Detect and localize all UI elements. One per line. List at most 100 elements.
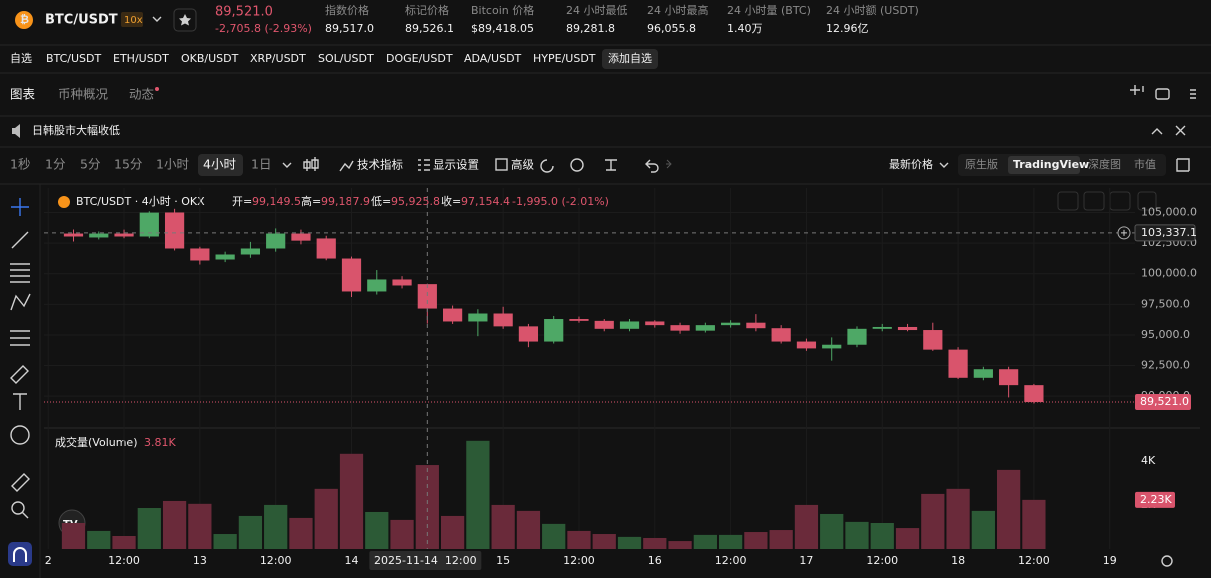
candle-body <box>114 233 134 237</box>
last-volume-tag <box>1135 491 1175 508</box>
volume-legend-value: 3.81K <box>144 436 176 449</box>
interval[interactable]: 1日 <box>251 157 271 172</box>
stat-label: 24 小时最高 <box>647 3 709 17</box>
favorite[interactable]: ADA/USDT <box>464 52 522 65</box>
volume-bar <box>921 493 945 549</box>
volume-bar <box>516 510 541 549</box>
crosshair-tool[interactable] <box>11 198 29 216</box>
collapse-icon[interactable] <box>1151 128 1163 135</box>
interval[interactable]: 1分 <box>45 157 65 172</box>
zoom-tool[interactable] <box>11 501 25 515</box>
view[interactable]: 市值 <box>1134 157 1156 171</box>
tab[interactable]: 动态 <box>129 87 154 102</box>
y-tick-label: 100,000.0 <box>1141 267 1197 280</box>
fullscreen-icon[interactable] <box>1176 158 1190 172</box>
tab[interactable]: 币种概况 <box>58 87 109 102</box>
stat-value: 89,517.0 <box>325 22 374 35</box>
candle-body <box>1024 385 1044 403</box>
candle-body <box>594 320 614 329</box>
legend-value: 95,925.8 <box>391 195 440 208</box>
candle-body <box>771 328 791 342</box>
display-icon <box>418 159 430 171</box>
chart: BTC/USDT · 4小时 · OKX 开= 99,149.5 高= 99,187.… <box>44 188 1200 570</box>
favorite[interactable]: OKB/USDT <box>181 52 239 65</box>
tab[interactable]: 图表 <box>10 87 36 102</box>
pane-button[interactable] <box>1057 191 1079 211</box>
pane-button[interactable] <box>1083 191 1105 211</box>
y-tick-label: 95,000.0 <box>1141 328 1190 341</box>
zoom-handle <box>21 511 29 519</box>
volume-bar <box>693 534 717 549</box>
candle-body <box>367 279 387 292</box>
favorite[interactable]: BTC/USDT <box>46 52 102 65</box>
fib-tool[interactable] <box>10 330 30 346</box>
x-tick-label: 19 <box>1103 554 1117 567</box>
x-tick-label: 12:00 <box>1018 554 1050 567</box>
volume-bar <box>162 500 187 549</box>
settings-icon[interactable] <box>570 158 584 172</box>
interval[interactable]: 15分 <box>114 157 142 172</box>
add-favorite[interactable]: 添加自选 <box>608 51 652 65</box>
emoji-tool[interactable] <box>10 425 30 445</box>
price-mode[interactable]: 最新价格 <box>889 157 933 171</box>
interval[interactable]: 4小时 <box>203 157 236 172</box>
favorite[interactable]: XRP/USDT <box>250 52 306 65</box>
last-volume-label: 2.23K <box>1140 493 1172 506</box>
volume-bar <box>188 503 212 549</box>
favorite[interactable]: HYPE/USDT <box>533 52 596 65</box>
line-tool[interactable] <box>11 231 29 249</box>
axis-settings[interactable] <box>1161 555 1173 567</box>
text-tool[interactable] <box>13 393 27 410</box>
interval[interactable]: 1小时 <box>156 157 189 172</box>
pattern-tool[interactable] <box>10 293 31 311</box>
last-price-tag <box>1135 394 1191 411</box>
layout-icon[interactable] <box>1155 88 1170 100</box>
favorite[interactable]: ETH/USDT <box>113 52 169 65</box>
price-mode-chevron[interactable] <box>939 162 949 168</box>
brush-tool[interactable] <box>10 365 29 384</box>
favorite[interactable]: DOGE/USDT <box>386 52 453 65</box>
candle-body <box>266 233 286 249</box>
symbol-chevron[interactable] <box>152 16 162 22</box>
undo-icon[interactable] <box>645 159 659 173</box>
volume-bar <box>289 517 313 549</box>
symbol[interactable]: BTC/USDT <box>45 13 118 28</box>
tool-icon[interactable] <box>540 159 554 173</box>
ruler-tool[interactable] <box>11 473 30 492</box>
candle-body <box>872 326 892 329</box>
pane-button[interactable] <box>1137 191 1157 211</box>
candle-body <box>215 254 235 260</box>
redo-icon[interactable] <box>666 159 672 169</box>
advanced[interactable]: 高级 <box>511 158 534 172</box>
channel-tool[interactable] <box>10 263 30 283</box>
display-settings[interactable]: 显示设置 <box>433 158 479 172</box>
last-price-label: 89,521.0 <box>1140 395 1189 408</box>
interval[interactable]: 5分 <box>80 157 100 172</box>
magnet-tool[interactable] <box>8 542 32 566</box>
menu-icon[interactable] <box>1190 89 1196 99</box>
close-icon[interactable] <box>1175 125 1186 136</box>
volume-name: 成交量(Volume) <box>55 435 138 449</box>
view[interactable]: 深度图 <box>1088 157 1121 171</box>
view[interactable]: TradingView <box>1013 158 1089 171</box>
crosshair-x-label: 2025-11-14 12:00 <box>374 554 477 567</box>
view[interactable]: 原生版 <box>965 157 998 171</box>
volume-bar <box>314 488 338 549</box>
template-icon[interactable] <box>605 159 617 171</box>
interval[interactable]: 1秒 <box>10 157 30 172</box>
volume-bar <box>87 530 111 549</box>
favorite[interactable]: SOL/USDT <box>318 52 374 65</box>
y-tick-label: 97,500.0 <box>1141 297 1190 310</box>
candle-type-icon[interactable] <box>303 157 319 171</box>
interval-chevron[interactable] <box>282 162 292 168</box>
crosshair-y-tag <box>1134 224 1196 242</box>
alert-icon[interactable] <box>1130 85 1144 95</box>
add-favorite-button[interactable] <box>602 49 658 69</box>
x-tick-label: 13 <box>193 554 207 567</box>
favorite[interactable]: 自选 <box>10 52 32 65</box>
indicators[interactable]: 技术指标 <box>357 158 403 172</box>
star-button[interactable] <box>173 8 197 32</box>
coin-glyph: ₿ <box>20 13 29 26</box>
announcement[interactable]: 日韩股市大幅收低 <box>32 123 120 137</box>
